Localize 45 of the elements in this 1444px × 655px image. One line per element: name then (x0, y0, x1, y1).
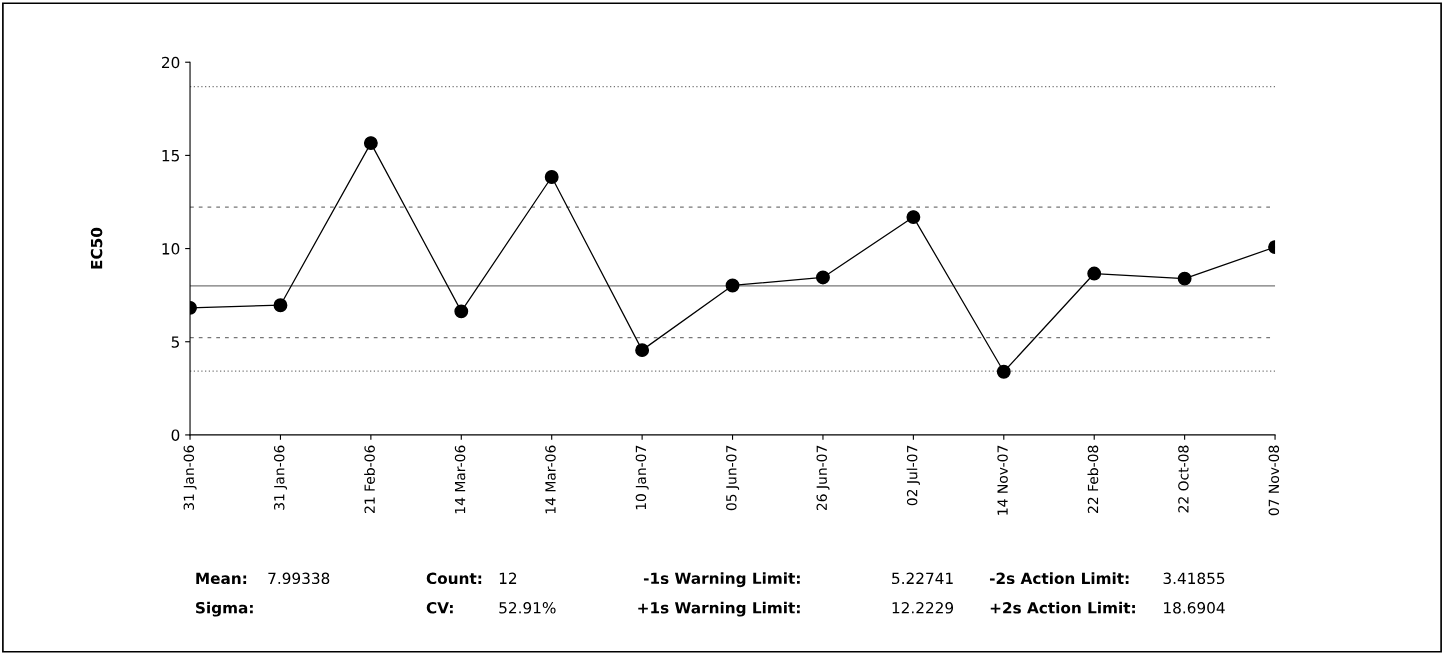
x-tick-label: 14 Mar-06 (545, 445, 556, 514)
text: CV: (426, 602, 453, 614)
y-tick-label: 10 (162, 243, 180, 255)
text: 3.41855 (1163, 572, 1225, 585)
point (454, 304, 469, 319)
text: +1s Warning Limit: (638, 601, 800, 617)
y-tick-label: 20 (161, 56, 180, 69)
y-tick-label: 15 (162, 150, 179, 162)
point (1087, 266, 1102, 281)
text: Sigma: (196, 601, 253, 617)
text: 5.22741 (892, 572, 953, 585)
point (996, 364, 1011, 379)
text: 18.6904 (1164, 602, 1225, 614)
text: Count: (426, 572, 482, 585)
x-tick-label: 07 Nov-08 (1268, 445, 1280, 516)
text: -1s Warning Limit: (643, 572, 800, 588)
point (544, 170, 559, 184)
text: 7.99338 (268, 572, 330, 585)
y-tick-label: 0 (171, 429, 180, 441)
x-tick-label: 22 Feb-08 (1087, 445, 1099, 513)
point (273, 298, 288, 313)
point (635, 343, 650, 358)
y-axis-title: EC50 (90, 227, 103, 269)
point (1177, 271, 1192, 286)
x-tick-label: 02 Jul-07 (906, 445, 920, 506)
point (363, 136, 378, 151)
point (816, 270, 830, 285)
x-tick-label: 22 Oct-08 (1178, 445, 1189, 513)
text: -2s Action Limit: (989, 572, 1129, 585)
x-tick-label: 10 Jan-07 (635, 445, 649, 510)
x-tick-label: 14 Mar-06 (454, 445, 466, 514)
x-tick-label: 31 Jan-06 (273, 445, 288, 510)
x-tick-label: 05 Jun-07 (726, 445, 740, 511)
text: Mean: (196, 572, 247, 585)
x-tick-label: 31 Jan-06 (183, 445, 197, 510)
y-tick-label: 5 (171, 336, 179, 348)
text: +2s Action Limit: (990, 601, 1135, 614)
point (906, 210, 921, 225)
point (725, 278, 740, 293)
text: 12 (499, 572, 517, 584)
text: 12.2229 (892, 602, 954, 614)
text: 52.91% (499, 602, 556, 614)
x-tick-label: 21 Feb-06 (364, 445, 375, 513)
x-tick-label: 14 Nov-07 (997, 445, 1008, 515)
x-tick-label: 26 Jun-07 (816, 445, 830, 511)
